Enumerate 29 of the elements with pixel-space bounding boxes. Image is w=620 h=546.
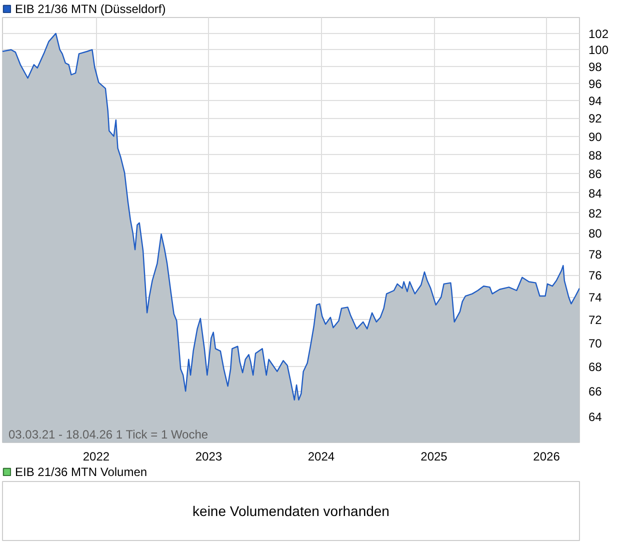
x-tick-label: 2026 <box>533 450 560 464</box>
y-tick-label: 102 <box>588 26 609 41</box>
y-tick-label: 90 <box>588 130 602 144</box>
y-tick-label: 100 <box>588 43 609 58</box>
y-tick-label: 96 <box>588 76 602 91</box>
y-tick-label: 70 <box>588 336 602 350</box>
y-tick-label: 72 <box>588 313 602 328</box>
annotation: 03.03.21 - 18.04.26 1 Tick = 1 Woche <box>8 428 208 442</box>
y-tick-label: 78 <box>588 247 602 262</box>
y-tick-label: 66 <box>588 384 602 399</box>
text: keine Volumendaten vorhanden <box>192 503 390 519</box>
legend-label: EIB 21/36 MTN (Düsseldorf) <box>15 2 166 16</box>
y-tick-label: 84 <box>588 186 602 200</box>
y-tick-label: 74 <box>588 290 602 305</box>
y-tick-label: 64 <box>588 410 602 424</box>
x-tick-label: 2023 <box>195 450 222 464</box>
x-tick-label: 2024 <box>308 450 335 464</box>
y-tick-label: 98 <box>588 60 602 74</box>
x-tick-label: 2022 <box>82 450 110 464</box>
y-tick-label: 86 <box>588 167 602 182</box>
y-tick-label: 94 <box>588 94 602 108</box>
y-tick-label: 80 <box>588 226 602 241</box>
x-tick-label: 2025 <box>420 450 448 464</box>
y-tick-label: 88 <box>588 148 602 162</box>
y-tick-label: 68 <box>588 360 602 374</box>
legend-label: EIB 21/36 MTN Volumen <box>15 464 148 478</box>
y-tick-label: 82 <box>588 206 602 220</box>
y-tick-label: 76 <box>588 268 602 283</box>
y-tick-label: 92 <box>588 112 602 126</box>
